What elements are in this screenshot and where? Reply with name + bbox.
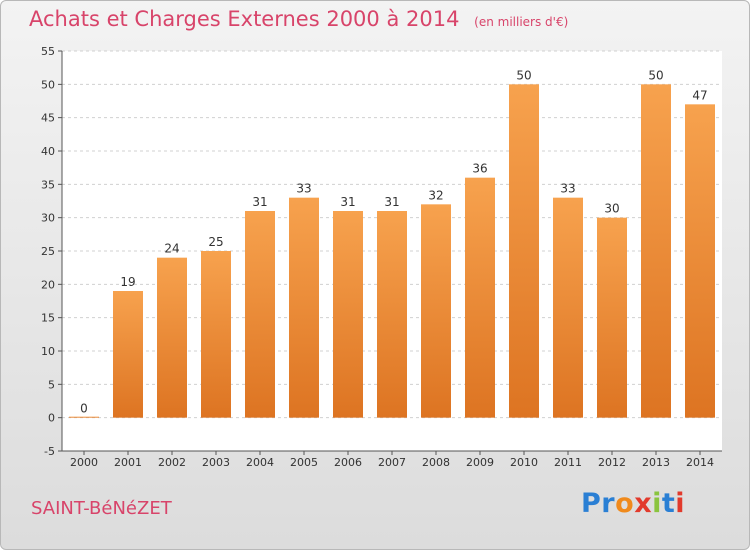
- x-tick-label: 2003: [202, 456, 230, 469]
- y-tick-label: 15: [41, 312, 55, 325]
- bar-2000: [69, 416, 99, 418]
- x-tick-label: 2009: [466, 456, 494, 469]
- x-tick-label: 2005: [290, 456, 318, 469]
- bar-2004: [245, 211, 275, 418]
- bar-2012: [597, 217, 627, 418]
- y-tick-label: 30: [41, 212, 55, 225]
- data-label-2005: 33: [296, 182, 311, 196]
- data-label-2006: 31: [340, 195, 355, 209]
- data-label-2000: 0: [80, 402, 88, 416]
- logo-letter: t: [661, 488, 676, 519]
- logo-letter: P: [581, 488, 602, 519]
- x-tick-label: 2002: [158, 456, 186, 469]
- data-label-2001: 19: [120, 275, 135, 289]
- y-tick-label: 35: [41, 178, 55, 191]
- y-tick-labels: -5 0 5 10 15 20 25 30 35 40 45 50 55: [41, 45, 55, 458]
- logo-letter: o: [615, 488, 635, 519]
- y-tick-label: 55: [41, 45, 55, 58]
- x-tick-label: 2014: [686, 456, 714, 469]
- bar-2007: [377, 211, 407, 418]
- data-label-2011: 33: [560, 182, 575, 196]
- x-tick-label: 2001: [114, 456, 142, 469]
- bar-2010: [509, 84, 539, 418]
- data-label-2013: 50: [648, 68, 663, 82]
- data-label-2012: 30: [604, 202, 619, 216]
- y-tick-label: 0: [48, 412, 55, 425]
- y-tick-label: 5: [48, 378, 55, 391]
- bar-2013: [641, 84, 671, 418]
- x-tick-label: 2004: [246, 456, 274, 469]
- bar-2014: [685, 104, 715, 418]
- bar-2005: [289, 197, 319, 418]
- x-tick-labels: 2000 2001 2002 2003 2004 2005 2006 2007 2008 2009…: [70, 451, 714, 469]
- data-label-2014: 47: [692, 88, 707, 102]
- y-tick-label: 50: [41, 78, 55, 91]
- data-label-2009: 36: [472, 162, 487, 176]
- proxiti-logo: Proxiti: [581, 488, 685, 519]
- x-tick-label: 2012: [598, 456, 626, 469]
- logo-letter: i: [652, 488, 662, 519]
- logo-letter: r: [601, 488, 616, 519]
- x-tick-label: 2006: [334, 456, 362, 469]
- y-tick-label: 20: [41, 278, 55, 291]
- x-tick-label: 2010: [510, 456, 538, 469]
- y-tick-label: 25: [41, 245, 55, 258]
- commune-name: SAINT-BéNéZET: [31, 498, 172, 519]
- data-label-2008: 32: [428, 188, 443, 202]
- bar-2002: [157, 257, 187, 418]
- bar-2003: [201, 251, 231, 418]
- y-tick-label: 45: [41, 112, 55, 125]
- y-tick-label: 10: [41, 345, 55, 358]
- bar-2011: [553, 197, 583, 418]
- chart-title: Achats et Charges Externes 2000 à 2014 (…: [29, 7, 568, 31]
- data-label-2010: 50: [516, 68, 531, 82]
- x-tick-label: 2011: [554, 456, 582, 469]
- bar-2001: [113, 291, 143, 418]
- x-tick-label: 2000: [70, 456, 98, 469]
- chart-title-text: Achats et Charges Externes 2000 à 2014: [29, 7, 460, 31]
- y-tick-label: -5: [44, 445, 55, 458]
- bars: [69, 84, 715, 418]
- x-tick-label: 2007: [378, 456, 406, 469]
- bar-2008: [421, 204, 451, 418]
- data-label-2004: 31: [252, 195, 267, 209]
- chart-subtitle: (en milliers d'€): [474, 15, 569, 29]
- x-tick-label: 2008: [422, 456, 450, 469]
- data-labels: 0 19 24 25 31 33 31 31 32 36 50 33 30 50 47: [80, 68, 707, 415]
- data-label-2002: 24: [164, 242, 179, 256]
- data-label-2003: 25: [208, 235, 223, 249]
- logo-letter: x: [634, 488, 653, 519]
- logo-letter: i: [675, 488, 686, 519]
- x-tick-label: 2013: [642, 456, 670, 469]
- y-tick-label: 40: [41, 145, 55, 158]
- bar-2009: [465, 177, 495, 418]
- data-label-2007: 31: [384, 195, 399, 209]
- bar-2006: [333, 211, 363, 418]
